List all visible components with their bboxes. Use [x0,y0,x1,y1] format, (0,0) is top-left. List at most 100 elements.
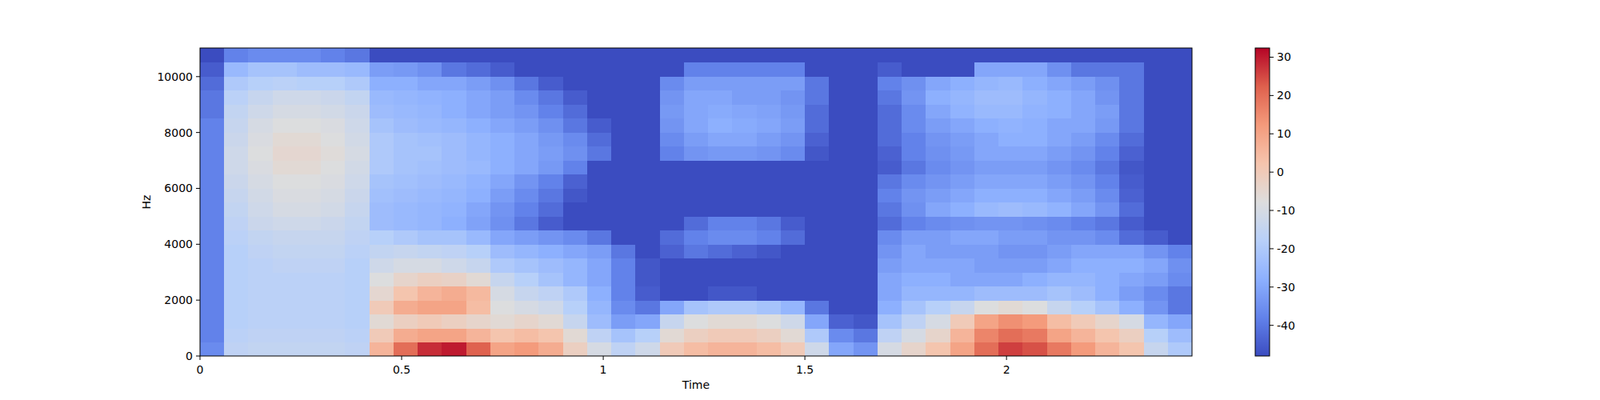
cell [1119,314,1144,329]
cell [660,104,685,119]
cell [296,258,322,273]
cell [466,300,492,315]
cell [828,258,854,273]
colorbar-tick-label: 0 [1276,165,1284,179]
cell [1022,90,1048,105]
cell [901,314,927,329]
cell [1144,286,1169,301]
cell [538,146,564,161]
cell [441,188,467,203]
cell [1095,202,1120,217]
cell [1144,160,1169,175]
cell [1095,174,1120,189]
cell [200,146,225,161]
cell [635,132,660,147]
cell [1047,300,1072,315]
cell [369,188,395,203]
cell [877,90,903,105]
cell [466,174,492,189]
cell [1095,230,1120,245]
cell [490,146,516,161]
cell [417,118,443,133]
cell [1071,244,1096,259]
cell [611,202,636,217]
cell [780,48,806,63]
cell [200,300,225,315]
cell [538,160,564,175]
cell [441,90,467,105]
cell [684,90,709,105]
cell [925,132,951,147]
cell [1119,76,1144,91]
cell [369,48,395,63]
cell [200,90,225,105]
x-tick [1006,356,1008,360]
cell [877,286,903,301]
cell [1168,90,1192,105]
cell [1144,300,1169,315]
cell [1071,174,1096,189]
cell [732,132,757,147]
cell [393,118,419,133]
cell [296,342,322,357]
cell [1047,342,1072,357]
cell [1119,216,1144,231]
cell [974,188,1000,203]
cell [828,272,854,287]
cell [1095,272,1120,287]
cell [441,314,467,329]
cell [756,342,782,357]
cell [344,230,370,245]
cell [1047,188,1072,203]
cell [1047,48,1072,63]
cell [804,90,830,105]
cell [441,160,467,175]
cell [272,188,298,203]
cell [1095,146,1120,161]
cell [320,216,346,231]
cell [1095,314,1120,329]
cell [369,272,395,287]
cell [1168,76,1192,91]
cell [296,76,322,91]
cell [877,146,903,161]
cell [611,342,636,357]
cell [635,188,660,203]
cell [417,230,443,245]
cell [853,314,879,329]
cell [635,202,660,217]
cell [514,90,540,105]
cell [296,174,322,189]
x-tick-label: 0.5 [392,363,411,376]
cell [635,314,660,329]
cell [320,118,346,133]
cell [514,202,540,217]
cell [974,118,1000,133]
cell [1119,48,1144,63]
cell [514,244,540,259]
x-tick-label: 1.5 [796,363,814,376]
cell [563,342,588,357]
cell [441,230,467,245]
cell [925,48,951,63]
cell [272,132,298,147]
cell [224,48,249,63]
cell [320,258,346,273]
cell [248,118,273,133]
cell [853,76,879,91]
cell [998,328,1024,343]
cell [756,314,782,329]
cell [998,90,1024,105]
cell [587,104,612,119]
cell [635,244,660,259]
cell [1071,314,1096,329]
cell [587,258,612,273]
cell [780,118,806,133]
cell [974,62,1000,77]
cell [1022,202,1048,217]
cell [466,62,492,77]
cell [853,272,879,287]
cell [1119,258,1144,273]
cell [441,328,467,343]
cell [998,314,1024,329]
